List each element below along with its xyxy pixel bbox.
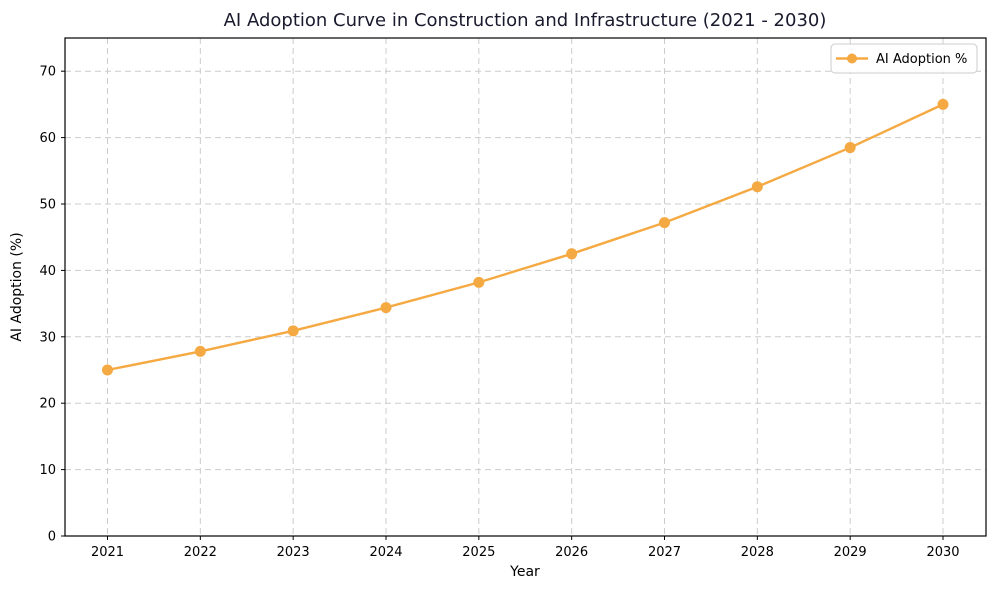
- data-point-marker: [937, 98, 949, 110]
- x-tick-label: 2029: [834, 545, 867, 560]
- x-tick-label: 2021: [91, 545, 124, 560]
- data-point-marker: [473, 276, 485, 288]
- y-tick-label: 70: [39, 65, 56, 80]
- x-tick-label: 2028: [741, 545, 774, 560]
- data-point-marker: [566, 248, 578, 260]
- legend-marker-icon: [847, 53, 857, 64]
- data-point-marker: [751, 181, 763, 193]
- y-tick-label: 50: [39, 198, 56, 213]
- legend-label: AI Adoption %: [876, 52, 967, 67]
- data-point-marker: [102, 364, 113, 376]
- legend: AI Adoption %: [830, 43, 978, 74]
- x-axis-label: Year: [509, 564, 540, 580]
- legend-box: [830, 43, 978, 74]
- data-point-marker: [380, 302, 392, 314]
- data-point-marker: [194, 345, 206, 357]
- data-point-marker: [287, 325, 299, 337]
- x-tick-label: 2030: [926, 545, 959, 560]
- chart-title: AI Adoption Curve in Construction and In…: [224, 10, 827, 31]
- axis-ticks: 2021 2022 2023 2024 2025 2026 2027 2028 2029 2030…: [39, 65, 959, 560]
- y-tick-label: 10: [39, 463, 56, 478]
- y-tick-label: 30: [39, 330, 56, 345]
- x-tick-label: 2023: [277, 545, 310, 560]
- data-point-marker: [659, 217, 670, 229]
- gridlines: [65, 38, 986, 536]
- y-tick-label: 0: [48, 530, 56, 545]
- plot-border: [64, 37, 987, 537]
- x-tick-label: 2027: [648, 545, 681, 560]
- data-point-marker: [844, 142, 856, 154]
- series-line: [106, 103, 945, 372]
- y-axis-label: AI Adoption (%): [9, 232, 25, 341]
- y-tick-label: 40: [39, 264, 56, 279]
- y-tick-label: 60: [39, 131, 56, 146]
- x-tick-label: 2026: [555, 545, 588, 560]
- y-tick-label: 20: [39, 397, 56, 412]
- data-series: [102, 98, 949, 376]
- x-tick-label: 2024: [369, 545, 402, 560]
- x-tick-label: 2025: [462, 545, 495, 560]
- x-tick-label: 2022: [184, 545, 217, 560]
